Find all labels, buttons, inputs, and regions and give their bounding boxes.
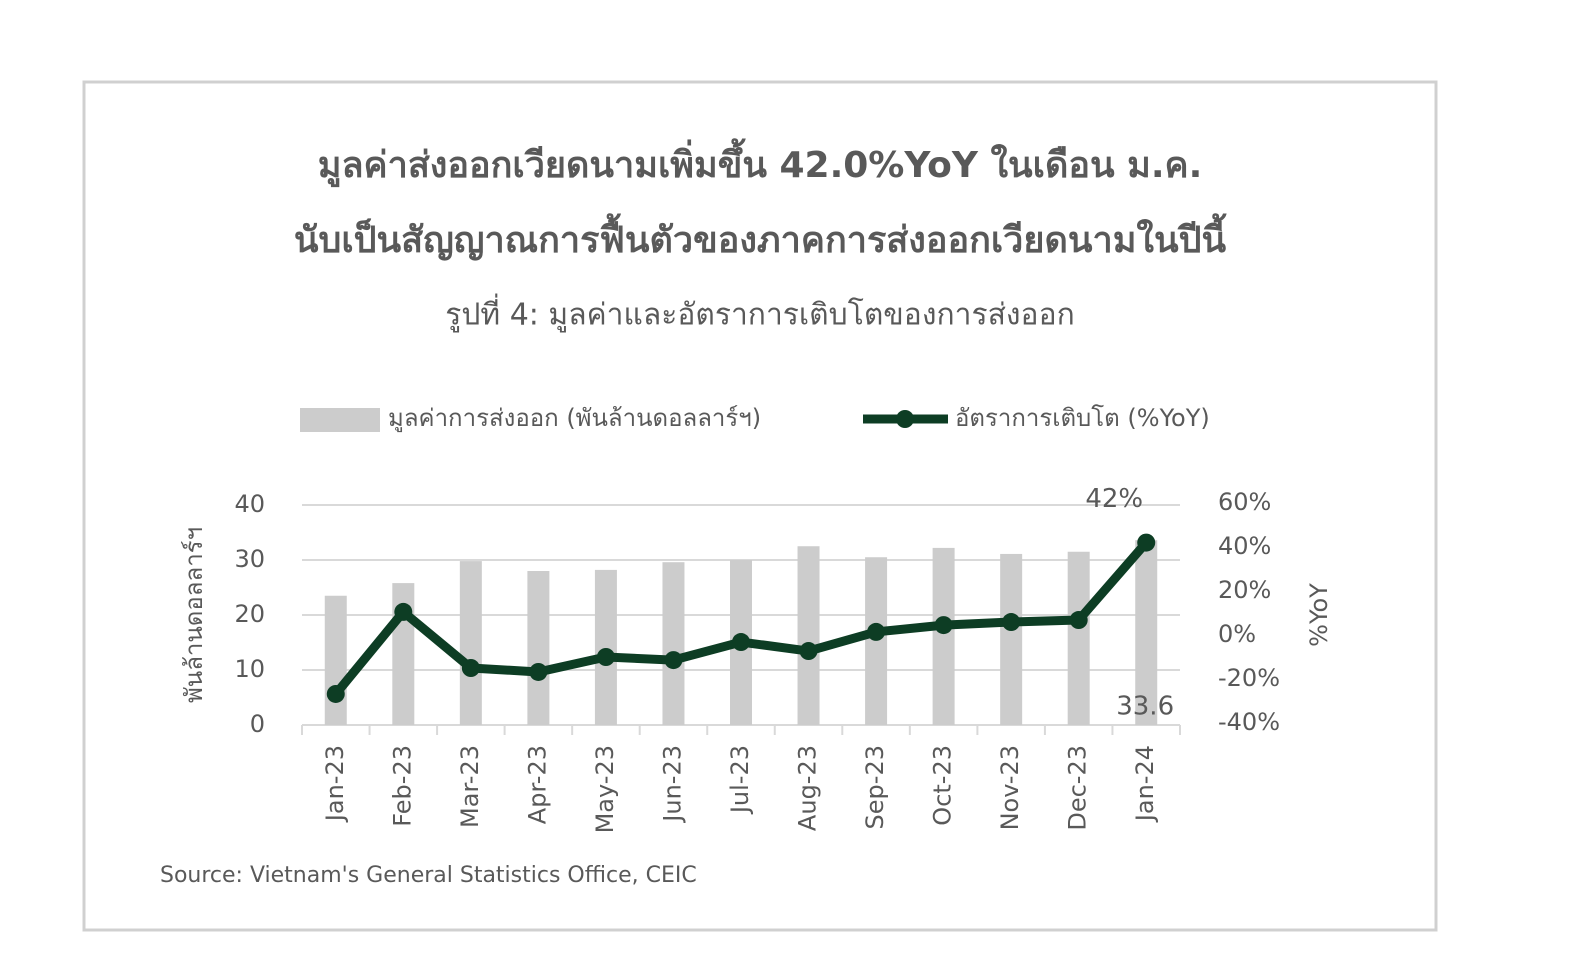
- y-tick-label: 0: [250, 710, 265, 738]
- legend-swatch: [300, 408, 380, 432]
- x-tick-label: Oct-23: [929, 745, 957, 826]
- legend-label: อัตราการเติบโต (%YoY): [955, 404, 1210, 432]
- legend-swatch: [896, 410, 914, 428]
- x-tick-label: Jun-23: [658, 745, 686, 824]
- line-point: [1002, 613, 1021, 632]
- line-point: [394, 602, 413, 621]
- y-tick-label: 20: [234, 600, 265, 628]
- x-tick-label: Feb-23: [388, 745, 416, 827]
- x-tick-label: Jan-24: [1131, 745, 1159, 823]
- line-point: [799, 642, 818, 661]
- bar: [1067, 551, 1090, 725]
- x-tick-label: Jan-23: [321, 745, 349, 823]
- line-point: [934, 616, 953, 635]
- line-point: [461, 659, 480, 677]
- y2-tick-label: 20%: [1218, 576, 1271, 604]
- y2-tick-label: 60%: [1218, 488, 1271, 516]
- y-tick-label: 30: [234, 545, 265, 573]
- bar: [324, 595, 347, 725]
- chart-title: มูลค่าส่งออกเวียดนามเพิ่มขึ้น 42.0%YoY ใ…: [318, 138, 1203, 188]
- y2-tick-label: 40%: [1218, 532, 1271, 560]
- data-label: 42%: [1085, 484, 1143, 514]
- y2-tick-label: 0%: [1218, 620, 1256, 648]
- chart-subtitle: รูปที่ 4: มูลค่าและอัตราการเติบโตของการส…: [445, 294, 1075, 333]
- bar: [594, 569, 617, 725]
- bar: [797, 546, 820, 725]
- bar: [865, 557, 888, 725]
- source-note: Source: Vietnam's General Statistics Off…: [160, 863, 697, 888]
- x-tick-label: Apr-23: [523, 745, 551, 824]
- frame: [82, 80, 1438, 932]
- y2-axis-label: %YoY: [1305, 583, 1333, 647]
- line-point: [596, 648, 615, 666]
- data-label: 33.6: [1116, 692, 1174, 722]
- y-axis-label: พันล้านดอลลาร์ฯ: [180, 527, 208, 703]
- bar: [527, 571, 550, 725]
- line-point: [867, 622, 886, 641]
- line-point: [529, 662, 548, 681]
- x-tick-label: Mar-23: [456, 745, 484, 828]
- line-point: [1069, 611, 1088, 630]
- bar: [932, 547, 955, 725]
- bar: [662, 562, 685, 725]
- bar: [459, 561, 482, 725]
- line-point: [326, 684, 345, 703]
- legend-label: มูลค่าการส่งออก (พันล้านดอลลาร์ฯ): [388, 404, 761, 433]
- bar: [1000, 553, 1023, 725]
- y2-tick-label: -20%: [1218, 664, 1280, 692]
- x-tick-label: Sep-23: [861, 745, 889, 829]
- line-point: [664, 651, 683, 670]
- y-tick-label: 40: [234, 490, 265, 518]
- line-point: [732, 633, 750, 652]
- y-tick-label: 10: [234, 655, 265, 683]
- x-tick-label: May-23: [591, 745, 619, 833]
- x-tick-label: Jul-23: [726, 745, 754, 815]
- y2-tick-label: -40%: [1218, 708, 1280, 736]
- line-point: [1137, 533, 1156, 552]
- chart-title: นับเป็นสัญญาณการฟื้นตัวของภาคการส่งออกเว…: [294, 213, 1227, 261]
- bar: [1135, 540, 1158, 725]
- x-tick-label: Nov-23: [996, 745, 1024, 830]
- x-tick-label: Aug-23: [794, 745, 822, 831]
- x-tick-label: Dec-23: [1064, 745, 1092, 831]
